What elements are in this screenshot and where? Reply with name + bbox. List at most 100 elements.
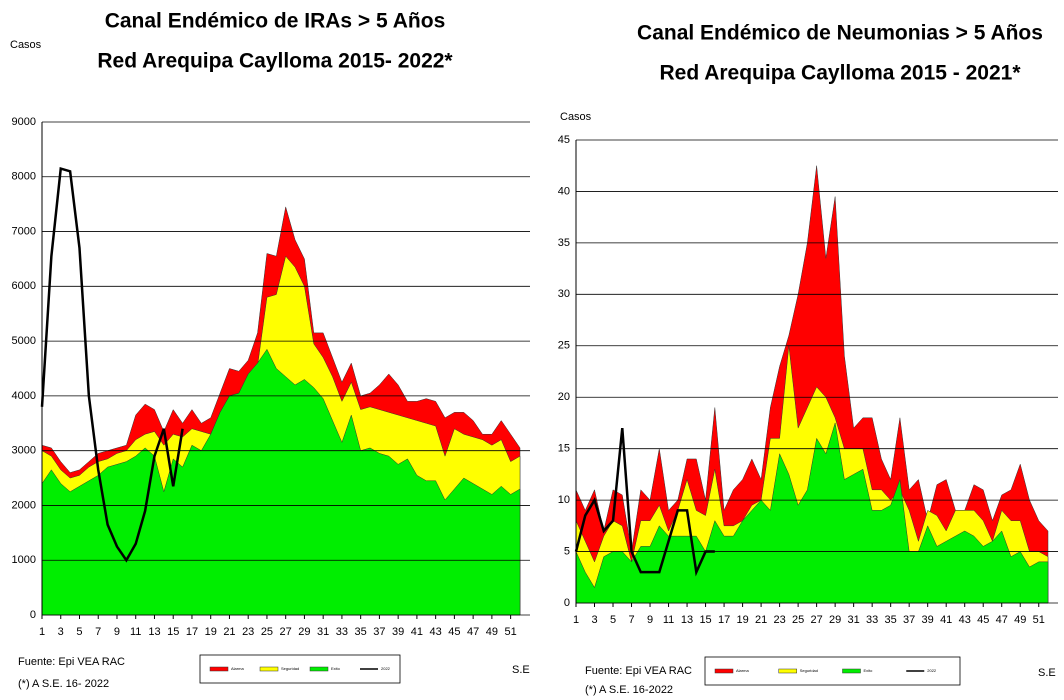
x-tick-label: 3 (591, 614, 597, 626)
x-tick-label: 25 (261, 626, 273, 638)
legend-label: Exito (864, 668, 874, 673)
y-tick-label: 30 (558, 288, 570, 300)
x-tick-label: 9 (114, 626, 120, 638)
x-tick-label: 1 (39, 626, 45, 638)
x-axis-label: S.E (1038, 667, 1056, 679)
chart-subtitle: Red Arequipa Caylloma 2015 - 2021* (659, 62, 1021, 85)
x-tick-label: 15 (699, 614, 711, 626)
x-tick-label: 19 (736, 614, 748, 626)
x-tick-label: 39 (392, 626, 404, 638)
line (574, 427, 715, 577)
x-tick-label: 47 (996, 614, 1008, 626)
chart-title: Canal Endémico de Neumonias > 5 Años (637, 22, 1043, 45)
x-tick-label: 27 (811, 614, 823, 626)
y-tick-label: 5 (564, 545, 570, 557)
legend-label: Seguridad (281, 666, 299, 671)
x-tick-label: 15 (167, 626, 179, 638)
x-tick-label: 51 (505, 626, 517, 638)
x-tick-label: 41 (411, 626, 423, 638)
legend-swatch (209, 666, 229, 672)
x-tick-label: 33 (866, 614, 878, 626)
y-tick-label: 10 (558, 494, 570, 506)
x-tick-label: 31 (848, 614, 860, 626)
legend-swatch (309, 666, 329, 672)
area (41, 348, 521, 616)
y-tick-label: 40 (558, 185, 570, 197)
x-tick-label: 37 (903, 614, 915, 626)
x-tick-label: 13 (681, 614, 693, 626)
x-tick-label: 49 (1014, 614, 1026, 626)
x-tick-label: 23 (242, 626, 254, 638)
y-tick-label: 20 (558, 391, 570, 403)
x-tick-label: 23 (773, 614, 785, 626)
note: (*) A S.E. 16-2022 (585, 684, 673, 696)
chart-subtitle: Red Arequipa Caylloma 2015- 2022* (97, 50, 453, 73)
y-tick-label: 4000 (12, 390, 36, 402)
source: Fuente: Epi VEA RAC (585, 665, 692, 677)
chart-title: Canal Endémico de IRAs > 5 Años (105, 10, 446, 33)
y-tick-label: 9000 (12, 116, 36, 128)
x-tick-label: 13 (148, 626, 160, 638)
x-tick-label: 47 (467, 626, 479, 638)
y-tick-label: 0 (30, 609, 36, 621)
source: Fuente: Epi VEA RAC (18, 656, 125, 668)
x-tick-label: 7 (628, 614, 634, 626)
x-tick-label: 17 (186, 626, 198, 638)
legend-label: 2022 (927, 668, 937, 673)
x-tick-label: 19 (205, 626, 217, 638)
y-tick-label: 0 (564, 597, 570, 609)
x-tick-label: 21 (755, 614, 767, 626)
x-tick-label: 51 (1033, 614, 1045, 626)
x-tick-label: 39 (922, 614, 934, 626)
y-axis-label: Casos (560, 111, 592, 123)
x-tick-label: 49 (486, 626, 498, 638)
line (40, 166, 184, 563)
x-tick-label: 9 (647, 614, 653, 626)
y-tick-label: 1000 (12, 554, 36, 566)
y-tick-label: 2000 (12, 499, 36, 511)
legend-swatch (778, 668, 797, 674)
legend-label: Seguridad (800, 668, 818, 673)
y-tick-label: 45 (558, 134, 570, 146)
x-tick-label: 5 (610, 614, 616, 626)
y-tick-label: 15 (558, 443, 570, 455)
x-tick-label: 7 (95, 626, 101, 638)
x-tick-label: 25 (792, 614, 804, 626)
x-tick-label: 1 (573, 614, 579, 626)
legend-label: Alarma (736, 668, 749, 673)
legend-swatch (259, 666, 279, 672)
x-tick-label: 17 (718, 614, 730, 626)
x-tick-label: 45 (977, 614, 989, 626)
x-tick-label: 43 (959, 614, 971, 626)
x-tick-label: 41 (940, 614, 952, 626)
x-tick-label: 5 (76, 626, 82, 638)
y-tick-label: 6000 (12, 280, 36, 292)
legend-label: Exito (331, 666, 341, 671)
y-tick-label: 25 (558, 340, 570, 352)
x-tick-label: 11 (663, 614, 674, 626)
x-tick-label: 35 (355, 626, 367, 638)
y-tick-label: 3000 (12, 445, 36, 457)
note: (*) A S.E. 16- 2022 (18, 678, 109, 690)
y-tick-label: 7000 (12, 225, 36, 237)
legend-label: Alarma (231, 666, 244, 671)
y-tick-label: 5000 (12, 335, 36, 347)
x-tick-label: 29 (298, 626, 310, 638)
x-tick-label: 37 (373, 626, 385, 638)
x-tick-label: 35 (885, 614, 897, 626)
x-tick-label: 31 (317, 626, 329, 638)
x-tick-label: 29 (829, 614, 841, 626)
legend-swatch (714, 668, 734, 674)
x-tick-label: 3 (58, 626, 64, 638)
y-tick-label: 35 (558, 237, 570, 249)
x-tick-label: 11 (130, 626, 141, 638)
y-axis-label: Casos (10, 39, 42, 51)
x-tick-label: 21 (223, 626, 235, 638)
x-tick-label: 27 (280, 626, 292, 638)
y-tick-label: 8000 (12, 171, 36, 183)
x-tick-label: 33 (336, 626, 348, 638)
x-tick-label: 45 (448, 626, 460, 638)
legend-swatch (842, 668, 861, 674)
legend-label: 2022 (381, 666, 391, 671)
x-tick-label: 43 (430, 626, 442, 638)
